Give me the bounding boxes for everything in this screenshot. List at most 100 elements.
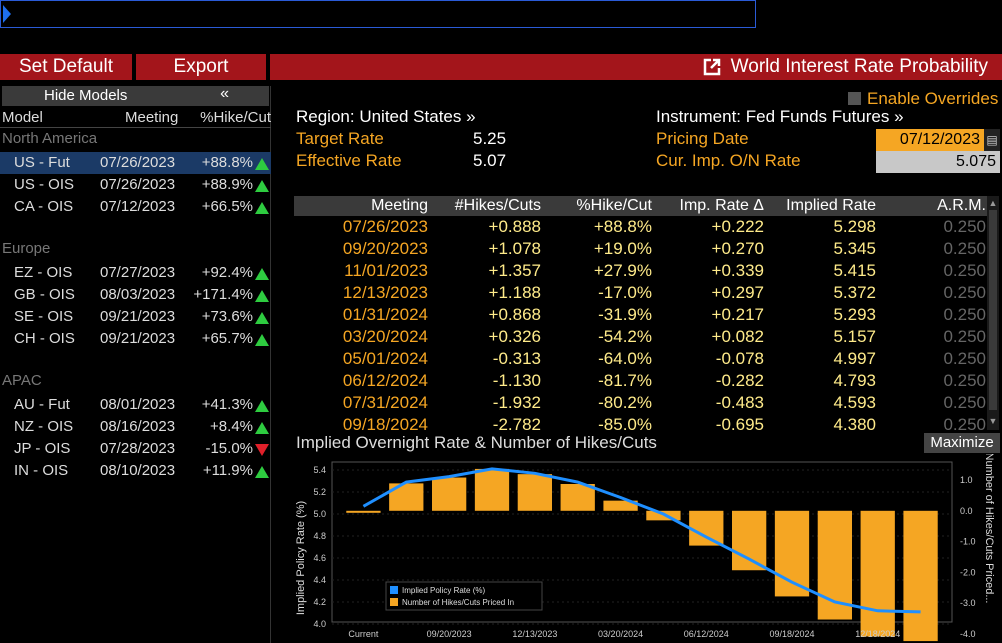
- model-row[interactable]: GB - OIS 08/03/2023 +171.4%: [0, 284, 271, 306]
- models-panel: Hide Models « Model Meeting %Hike/Cut No…: [0, 85, 271, 643]
- table-row[interactable]: 06/12/2024 -1.130 -81.7% -0.282 4.793 0.250: [294, 370, 998, 392]
- table-row[interactable]: 05/01/2024 -0.313 -64.0% -0.078 4.997 0.250: [294, 348, 998, 370]
- model-meeting: 09/21/2023: [100, 330, 176, 347]
- legend-label: Implied Policy Rate (%): [402, 586, 485, 595]
- external-link-icon[interactable]: [703, 58, 721, 76]
- toolbar-separator: [132, 54, 136, 80]
- table-row[interactable]: 07/31/2024 -1.932 -80.2% -0.483 4.593 0.250: [294, 392, 998, 414]
- model-meeting: 07/26/2023: [100, 154, 176, 171]
- model-row[interactable]: US - OIS 07/26/2023 +88.9%: [0, 174, 271, 196]
- y2-tick-label: -3.0: [960, 598, 976, 608]
- bar: [860, 510, 895, 637]
- table-header-cell[interactable]: A.R.M.: [937, 197, 986, 214]
- x-tick-label: Current: [348, 629, 379, 639]
- model-row[interactable]: IN - OIS 08/10/2023 +11.9%: [0, 460, 271, 482]
- legend: [385, 581, 543, 611]
- table-header-cell[interactable]: Implied Rate: [786, 197, 876, 214]
- table-row[interactable]: 09/18/2024 -2.782 -85.0% -0.695 4.380 0.250: [294, 414, 998, 430]
- table-header-cell[interactable]: %Hike/Cut: [576, 197, 652, 214]
- pricing-date-input[interactable]: 07/12/2023: [876, 129, 984, 151]
- up-arrow-icon: [255, 180, 269, 192]
- header-model[interactable]: Model: [2, 109, 43, 126]
- hide-models-button[interactable]: Hide Models «: [2, 85, 269, 106]
- model-meeting: 07/27/2023: [100, 264, 176, 281]
- table-row[interactable]: 01/31/2024 +0.868 -31.9% +0.217 5.293 0.250: [294, 304, 998, 326]
- bar: [517, 474, 552, 511]
- table-cell: 5.298: [833, 217, 876, 236]
- model-row[interactable]: CA - OIS 07/12/2023 +66.5%: [0, 196, 271, 218]
- model-row[interactable]: CH - OIS 09/21/2023 +65.7%: [0, 328, 271, 350]
- table-cell: 09/18/2024: [342, 415, 428, 430]
- model-meeting: 07/26/2023: [100, 176, 176, 193]
- model-name: AU - Fut: [14, 396, 70, 413]
- double-chevron-left-icon[interactable]: «: [220, 85, 229, 102]
- command-line[interactable]: [0, 0, 756, 28]
- instrument-selector[interactable]: Instrument: Fed Funds Futures »: [656, 107, 904, 126]
- window-title: World Interest Rate Probability: [703, 54, 988, 80]
- y2-tick-label: 0.0: [960, 506, 973, 516]
- table-cell: 0.250: [943, 305, 986, 324]
- table-row[interactable]: 07/26/2023 +0.888 +88.8% +0.222 5.298 0.250: [294, 216, 998, 238]
- table-header-cell[interactable]: #Hikes/Cuts: [454, 197, 541, 214]
- table-row[interactable]: 12/13/2023 +1.188 -17.0% +0.297 5.372 0.250: [294, 282, 998, 304]
- command-caret-icon: [3, 5, 11, 23]
- table-row[interactable]: 09/20/2023 +1.078 +19.0% +0.270 5.345 0.250: [294, 238, 998, 260]
- table-cell: 5.157: [833, 327, 876, 346]
- table-cell: -64.0%: [598, 349, 652, 368]
- table-cell: 5.372: [833, 283, 876, 302]
- table-cell: +0.297: [711, 283, 764, 302]
- table-cell: -0.483: [715, 393, 764, 412]
- set-default-button[interactable]: Set Default: [19, 56, 113, 77]
- hide-models-label: Hide Models: [44, 87, 128, 104]
- checkbox-icon[interactable]: [848, 92, 861, 105]
- y2-tick-label: -2.0: [960, 567, 976, 577]
- calendar-icon[interactable]: ▤: [984, 129, 1000, 151]
- legend-label: Number of Hikes/Cuts Priced In: [402, 598, 514, 607]
- table-cell: -0.695: [715, 415, 764, 430]
- cur-imp-rate-input[interactable]: 5.075: [876, 151, 1000, 173]
- scroll-down-icon[interactable]: ▼: [988, 416, 998, 426]
- table-cell: +19.0%: [593, 239, 652, 258]
- table-cell: +0.339: [711, 261, 764, 280]
- table-cell: 0.250: [943, 393, 986, 412]
- table-cell: +0.326: [488, 327, 541, 346]
- scrollbar-thumb[interactable]: [989, 210, 997, 410]
- table-cell: 01/31/2024: [342, 305, 428, 324]
- y2-tick-label: 1.0: [960, 475, 973, 485]
- line-series: [362, 467, 921, 614]
- maximize-button[interactable]: Maximize: [924, 433, 1000, 453]
- model-pct: +171.4%: [193, 286, 253, 303]
- model-name: EZ - OIS: [14, 264, 73, 281]
- effective-rate-label: Effective Rate: [296, 151, 402, 170]
- model-name: NZ - OIS: [14, 418, 74, 435]
- model-row[interactable]: SE - OIS 09/21/2023 +73.6%: [0, 306, 271, 328]
- table-row[interactable]: 03/20/2024 +0.326 -54.2% +0.082 5.157 0.250: [294, 326, 998, 348]
- y-tick-label: 4.0: [313, 619, 326, 629]
- table-scrollbar[interactable]: ▲ ▼: [987, 196, 999, 430]
- model-row[interactable]: JP - OIS 07/28/2023 -15.0%: [0, 438, 271, 460]
- header-hike-cut[interactable]: %Hike/Cut: [200, 109, 271, 126]
- table-header-cell[interactable]: Imp. Rate Δ: [679, 197, 765, 214]
- up-arrow-icon: [255, 312, 269, 324]
- enable-overrides-label: Enable Overrides: [867, 89, 999, 108]
- table-cell: 05/01/2024: [342, 349, 428, 368]
- x-tick-label: 03/20/2024: [598, 629, 643, 639]
- table-cell: 0.250: [943, 327, 986, 346]
- table-row[interactable]: 11/01/2023 +1.357 +27.9% +0.339 5.415 0.250: [294, 260, 998, 282]
- model-row[interactable]: EZ - OIS 07/27/2023 +92.4%: [0, 262, 271, 284]
- model-row[interactable]: AU - Fut 08/01/2023 +41.3%: [0, 394, 271, 416]
- model-name: CA - OIS: [14, 198, 74, 215]
- model-meeting: 07/12/2023: [100, 198, 176, 215]
- table-header-cell[interactable]: Meeting: [371, 197, 428, 214]
- model-row[interactable]: US - Fut 07/26/2023 +88.8%: [0, 152, 271, 174]
- x-tick-label: 12/18/2024: [855, 629, 900, 639]
- toolbar: Set Default Export World Interest Rate P…: [0, 54, 1002, 80]
- scroll-up-icon[interactable]: ▲: [988, 198, 998, 208]
- model-row[interactable]: NZ - OIS 08/16/2023 +8.4%: [0, 416, 271, 438]
- enable-overrides-checkbox[interactable]: Enable Overrides: [848, 89, 998, 109]
- header-meeting[interactable]: Meeting: [125, 109, 179, 126]
- effective-rate-value: 5.07: [473, 151, 507, 170]
- bar: [474, 468, 510, 511]
- export-button[interactable]: Export: [173, 56, 229, 77]
- region-selector[interactable]: Region: United States »: [296, 107, 476, 126]
